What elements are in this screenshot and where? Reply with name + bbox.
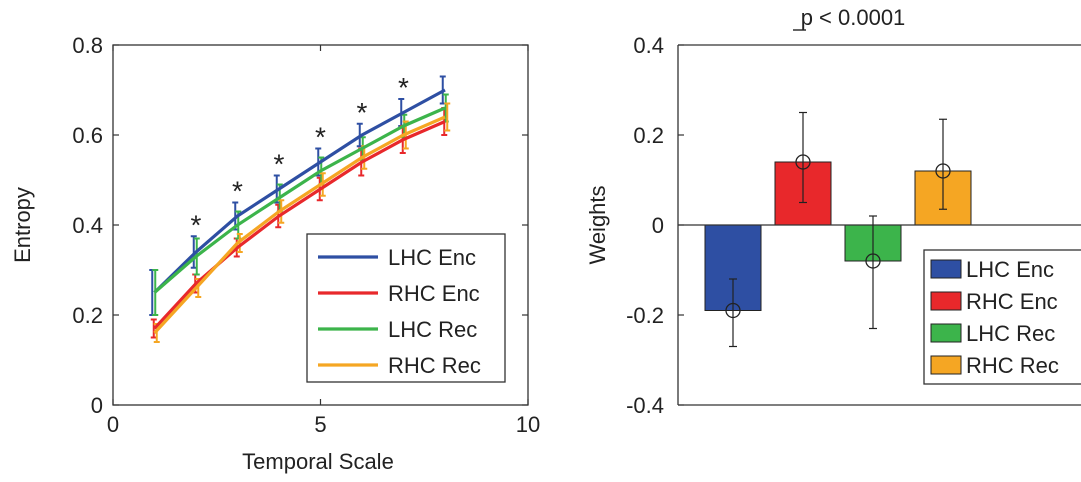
entropy-line-chart: * * * * * * 0 0.2 0.4 0.6 0.8 0 5 10 Entropy Tempora… <box>10 33 540 474</box>
left-y-tick-label: 0.8 <box>72 33 103 58</box>
legend-swatch <box>930 259 962 279</box>
series-line-rhc-rec <box>153 115 446 335</box>
significance-asterisk: * <box>274 149 285 180</box>
right-chart-title: p < 0.0001 <box>801 5 906 30</box>
left-legend-box <box>306 233 506 383</box>
significance-asterisk: * <box>191 209 202 240</box>
left-x-axis-label: Temporal Scale <box>242 449 394 474</box>
right-y-tick-label: -0.2 <box>626 303 664 328</box>
legend-swatch <box>930 291 962 311</box>
bar-mean-marker <box>865 253 881 269</box>
bar-mean-marker <box>725 302 741 319</box>
right-y-tick-label: -0.4 <box>626 393 664 418</box>
left-y-tick-label: 0.4 <box>72 213 103 238</box>
right-legend: LHC Enc RHC Enc LHC Rec RHC Rec <box>923 249 1081 385</box>
significance-asterisk: * <box>398 72 409 103</box>
right-y-tick-label: 0.4 <box>633 33 664 58</box>
legend-label: RHC Enc <box>966 289 1058 314</box>
legend-label: LHC Rec <box>966 321 1055 346</box>
left-y-tick-label: 0 <box>91 393 103 418</box>
legend-label: RHC Rec <box>966 353 1059 378</box>
legend-label: LHC Enc <box>388 245 476 270</box>
legend-swatch <box>930 323 962 343</box>
right-y-tick-label: 0 <box>652 213 664 238</box>
series-line-lhc-rec <box>153 106 446 294</box>
series-line-rhc-enc <box>153 120 446 330</box>
left-x-tick-label: 10 <box>516 412 540 437</box>
legend-label: LHC Enc <box>966 257 1054 282</box>
left-y-tick-label: 0.6 <box>72 123 103 148</box>
legend-swatch <box>930 355 962 375</box>
left-x-tick-label: 0 <box>107 412 119 437</box>
legend-label: RHC Rec <box>388 353 481 378</box>
left-x-tick-label: 5 <box>314 412 326 437</box>
bar-mean-marker <box>935 163 951 179</box>
left-y-tick-label: 0.2 <box>72 303 103 328</box>
legend-label: RHC Enc <box>388 281 480 306</box>
significance-asterisk: * <box>357 97 368 128</box>
weights-bar-chart: -0.4 -0.2 0 0.2 0.4 Weights p < 0.0001 LHC E… <box>585 5 1081 418</box>
left-y-axis-label: Entropy <box>10 187 35 263</box>
significance-asterisk: * <box>232 176 243 207</box>
series-line-lhc-enc <box>153 88 446 294</box>
right-y-axis-label: Weights <box>585 185 610 264</box>
right-y-tick-label: 0.2 <box>633 123 664 148</box>
left-legend: LHC Enc RHC Enc LHC Rec RHC Rec <box>306 233 506 383</box>
significance-asterisk: * <box>315 122 326 153</box>
bar-mean-marker <box>795 154 811 170</box>
legend-label: LHC Rec <box>388 317 477 342</box>
